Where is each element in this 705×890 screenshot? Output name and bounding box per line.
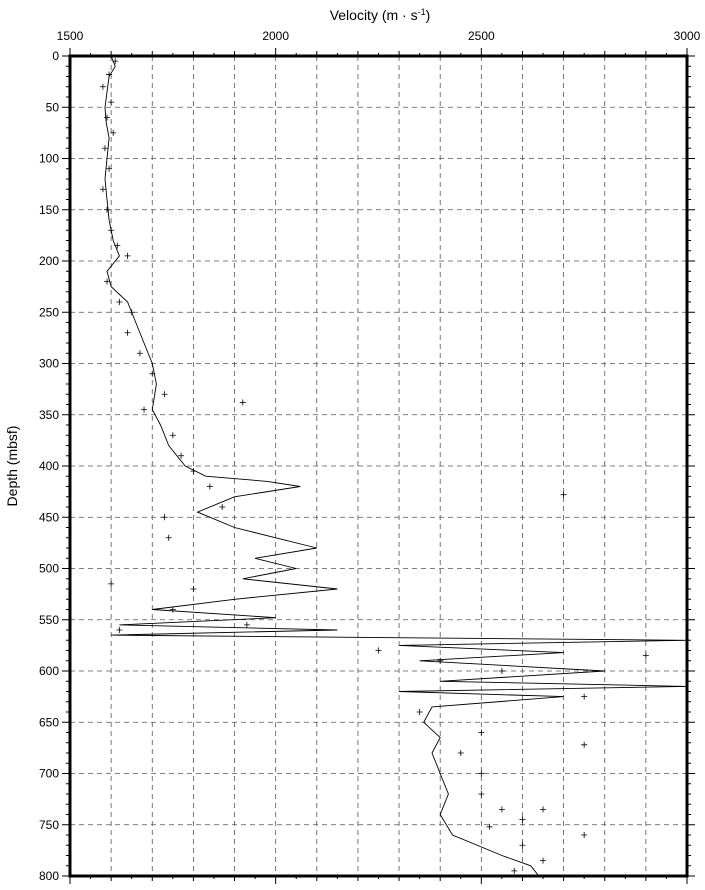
plus-marker bbox=[540, 857, 547, 864]
plus-marker bbox=[165, 534, 172, 541]
plus-marker bbox=[375, 647, 382, 654]
plus-marker bbox=[190, 468, 197, 475]
plus-marker bbox=[243, 621, 250, 628]
x-tick-label: 2000 bbox=[262, 29, 289, 43]
plus-marker bbox=[112, 58, 119, 65]
plus-marker bbox=[101, 145, 108, 152]
plus-marker bbox=[128, 309, 135, 316]
plus-marker bbox=[498, 806, 505, 813]
series-layer bbox=[99, 55, 688, 877]
plus-marker bbox=[136, 350, 143, 357]
plus-marker bbox=[478, 729, 485, 736]
plus-marker bbox=[99, 186, 106, 193]
y-tick-label: 350 bbox=[39, 408, 59, 422]
y-tick-label: 150 bbox=[39, 203, 59, 217]
y-tick-label: 800 bbox=[39, 869, 59, 883]
plus-marker bbox=[104, 278, 111, 285]
plus-marker bbox=[116, 299, 123, 305]
plus-marker bbox=[104, 206, 111, 213]
y-tick-label: 600 bbox=[39, 664, 59, 678]
y-tick-label: 200 bbox=[39, 254, 59, 268]
y-tick-label: 300 bbox=[39, 357, 59, 371]
plus-marker bbox=[581, 832, 588, 838]
y-tick-label: 400 bbox=[39, 459, 59, 473]
plus-marker bbox=[106, 165, 113, 172]
plus-marker bbox=[519, 816, 526, 823]
plus-marker bbox=[239, 399, 246, 406]
y-tick-label: 100 bbox=[39, 152, 59, 166]
grid-lines bbox=[70, 56, 687, 876]
plus-marker bbox=[190, 586, 197, 592]
plus-marker bbox=[114, 242, 121, 249]
plus-marker bbox=[124, 329, 131, 336]
plus-marker bbox=[560, 491, 567, 498]
x-tick-label: 3000 bbox=[674, 29, 701, 43]
plus-marker bbox=[106, 71, 113, 78]
plus-marker bbox=[206, 483, 213, 490]
y-axis-title: Depth (mbsf) bbox=[4, 426, 20, 507]
plus-marker bbox=[108, 227, 115, 234]
plus-marker bbox=[540, 806, 547, 813]
plus-marker bbox=[104, 114, 111, 121]
y-tick-label: 500 bbox=[39, 562, 59, 576]
y-tick-label: 0 bbox=[52, 49, 59, 63]
x-axis-title: Velocity (m · s-1) bbox=[330, 7, 431, 23]
x-tick-label: 1500 bbox=[57, 29, 84, 43]
plus-marker bbox=[457, 750, 464, 756]
plus-marker bbox=[581, 741, 588, 748]
plus-marker bbox=[581, 693, 588, 700]
plus-marker bbox=[141, 406, 148, 413]
y-tick-label: 650 bbox=[39, 715, 59, 729]
plus-marker bbox=[108, 580, 115, 587]
plus-marker bbox=[116, 627, 123, 633]
plus-marker bbox=[478, 770, 485, 777]
y-tick-label: 700 bbox=[39, 767, 59, 781]
plus-marker bbox=[169, 432, 176, 439]
plus-marker bbox=[478, 791, 485, 797]
plus-marker bbox=[642, 652, 649, 659]
plus-marker bbox=[498, 668, 505, 674]
y-tick-label: 50 bbox=[46, 100, 60, 114]
y-tick-label: 250 bbox=[39, 305, 59, 319]
x-tick-label: 2500 bbox=[468, 29, 495, 43]
plus-marker bbox=[149, 370, 156, 377]
y-tick-label: 550 bbox=[39, 613, 59, 627]
y-tick-label: 450 bbox=[39, 510, 59, 524]
plus-marker bbox=[108, 99, 115, 106]
plus-marker bbox=[161, 514, 168, 521]
series-line bbox=[104, 55, 688, 877]
y-tick-label: 750 bbox=[39, 818, 59, 832]
plus-marker bbox=[161, 391, 168, 398]
x-axis-ticks: 1500 2000 2500 3000 bbox=[57, 29, 701, 884]
plus-marker bbox=[169, 606, 176, 613]
plus-marker bbox=[219, 504, 226, 510]
plus-marker bbox=[511, 867, 518, 874]
plus-marker bbox=[124, 252, 131, 259]
y-axis-ticks: 0 50 100 150 200 250 300 350 400 450 500 550 600 650 7… bbox=[39, 49, 695, 883]
plus-marker bbox=[110, 129, 117, 136]
plus-marker bbox=[178, 452, 185, 459]
plus-marker bbox=[416, 709, 423, 715]
plus-marker bbox=[486, 823, 493, 830]
plus-marker bbox=[519, 842, 526, 849]
plus-marker bbox=[437, 657, 444, 664]
plus-marker bbox=[99, 83, 106, 90]
